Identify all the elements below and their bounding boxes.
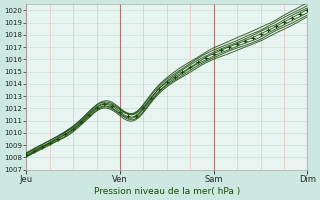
X-axis label: Pression niveau de la mer( hPa ): Pression niveau de la mer( hPa ) (94, 187, 240, 196)
